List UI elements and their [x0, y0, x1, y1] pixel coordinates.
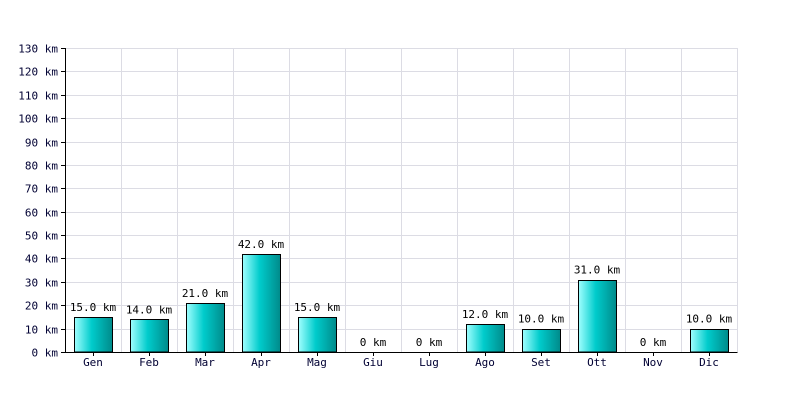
- x-tick-label: Ago: [475, 356, 495, 369]
- y-tick-label: 30 km: [25, 277, 58, 290]
- x-tick-label: Mar: [195, 356, 215, 369]
- y-tick-label: 10 km: [25, 324, 58, 337]
- x-tick-label: Mag: [307, 356, 327, 369]
- bar: [186, 303, 225, 353]
- y-tick-label: 120 km: [18, 66, 58, 79]
- data-label: 21.0 km: [182, 287, 229, 300]
- x-tick-label: Feb: [139, 356, 159, 369]
- axes-layer: [61, 48, 738, 356]
- data-label: 31.0 km: [574, 264, 621, 277]
- bar: [522, 329, 561, 353]
- x-tick-label: Ott: [587, 356, 607, 369]
- bar: [298, 317, 337, 353]
- bar: [466, 324, 505, 353]
- y-tick-label: 60 km: [25, 207, 58, 220]
- bar: [74, 317, 113, 353]
- x-tick-label: Giu: [363, 356, 383, 369]
- x-tick-label: Set: [531, 356, 551, 369]
- data-label: 10.0 km: [686, 313, 733, 326]
- y-tick-label: 110 km: [18, 90, 58, 103]
- y-tick-label: 20 km: [25, 300, 58, 313]
- data-label: 0 km: [640, 336, 667, 349]
- data-label: 15.0 km: [70, 301, 117, 314]
- data-label: 10.0 km: [518, 313, 565, 326]
- data-label: 14.0 km: [126, 303, 173, 316]
- x-tick-label: Apr: [251, 356, 271, 369]
- y-tick-label: 70 km: [25, 183, 58, 196]
- grid-layer: [65, 48, 738, 353]
- y-tick-label: 130 km: [18, 43, 58, 56]
- data-label: 0 km: [360, 336, 387, 349]
- y-tick-label: 80 km: [25, 160, 58, 173]
- data-label: 15.0 km: [294, 301, 341, 314]
- y-tick-label: 90 km: [25, 137, 58, 150]
- data-label: 42.0 km: [238, 238, 285, 251]
- data-label: 0 km: [416, 336, 443, 349]
- bar: [130, 319, 169, 353]
- x-tick-label: Nov: [643, 356, 663, 369]
- bar: [578, 280, 617, 353]
- y-tick-label: 100 km: [18, 113, 58, 126]
- bar: [242, 254, 281, 353]
- data-label: 12.0 km: [462, 308, 509, 321]
- y-tick-label: 0 km: [32, 347, 59, 360]
- y-tick-label: 50 km: [25, 230, 58, 243]
- bar: [690, 329, 729, 353]
- x-tick-label: Dic: [699, 356, 719, 369]
- y-tick-label: 40 km: [25, 253, 58, 266]
- x-tick-label: Gen: [83, 356, 103, 369]
- labels-layer: 0 km 10 km 20 km 30 km 40 km 50 km 60 km 70 km 8…: [18, 43, 732, 370]
- x-tick-label: Lug: [419, 356, 439, 369]
